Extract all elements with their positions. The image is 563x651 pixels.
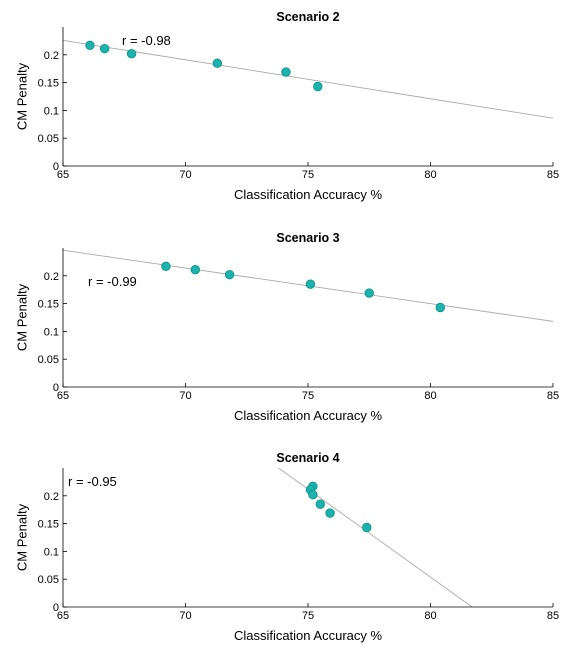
y-tick-label: 0.2 — [44, 271, 59, 283]
y-tick-label: 0.15 — [38, 519, 59, 531]
x-tick-label: 70 — [179, 390, 191, 402]
scenario-4-plot: Scenario 4 Classification Accuracy % CM … — [15, 451, 560, 643]
y-axis-label: CM Penalty — [15, 283, 30, 351]
data-point — [362, 522, 372, 533]
data-point — [126, 48, 137, 59]
x-tick-label: 85 — [547, 390, 559, 402]
scenario-3-plot: Scenario 3 Classification Accuracy % CM … — [15, 231, 560, 423]
x-tick-label: 75 — [302, 390, 314, 402]
data-point — [308, 489, 318, 500]
data-point — [313, 81, 323, 92]
y-tick-label: 0 — [53, 602, 59, 614]
fit-line — [63, 39, 553, 119]
x-axis-label: Classification Accuracy % — [234, 187, 383, 202]
x-tick-label: 80 — [424, 610, 436, 622]
data-point — [305, 279, 316, 289]
x-tick-label: 75 — [302, 169, 314, 181]
data-point — [315, 499, 325, 509]
y-tick-label: 0.05 — [38, 574, 59, 586]
scenario-2-plot: Scenario 2 Classification Accuracy % CM … — [15, 10, 560, 202]
y-axis-label: CM Penalty — [15, 62, 30, 130]
data-point — [161, 261, 171, 272]
data-point — [190, 264, 201, 275]
x-tick-label: 65 — [57, 169, 69, 181]
data-point — [99, 43, 110, 54]
x-axis-label: Classification Accuracy % — [234, 628, 383, 643]
y-tick-label: 0.15 — [38, 78, 59, 90]
y-tick-label: 0.2 — [44, 50, 59, 62]
y-tick-label: 0.2 — [44, 491, 59, 503]
plot-title: Scenario 3 — [276, 231, 339, 245]
x-tick-label: 85 — [547, 610, 559, 622]
y-tick-label: 0 — [53, 161, 59, 173]
x-tick-label: 65 — [57, 390, 69, 402]
correlation-annotation: r = -0.98 — [122, 33, 171, 48]
plot-title: Scenario 2 — [276, 10, 339, 24]
y-tick-label: 0.1 — [44, 105, 59, 117]
x-tick-label: 70 — [179, 610, 191, 622]
x-tick-label: 65 — [57, 610, 69, 622]
x-axis-label: Classification Accuracy % — [234, 408, 383, 423]
x-tick-label: 85 — [547, 169, 559, 181]
x-tick-label: 80 — [424, 390, 436, 402]
x-tick-label: 70 — [179, 169, 191, 181]
y-tick-label: 0 — [53, 382, 59, 394]
data-point — [325, 508, 335, 518]
y-tick-label: 0.05 — [38, 354, 59, 366]
y-tick-label: 0.1 — [44, 326, 59, 338]
correlation-annotation: r = -0.99 — [88, 274, 137, 289]
x-tick-label: 75 — [302, 610, 314, 622]
correlation-annotation: r = -0.95 — [68, 474, 117, 489]
y-tick-label: 0.1 — [44, 546, 59, 558]
data-point — [224, 269, 235, 280]
data-point — [85, 40, 95, 51]
x-tick-label: 80 — [424, 169, 436, 181]
plot-title: Scenario 4 — [276, 451, 339, 465]
y-tick-label: 0.05 — [38, 133, 59, 145]
y-tick-label: 0.15 — [38, 299, 59, 311]
data-point — [212, 58, 223, 68]
data-point — [435, 302, 446, 313]
y-axis-label: CM Penalty — [15, 503, 30, 571]
data-point — [281, 67, 291, 77]
data-point — [364, 288, 374, 298]
